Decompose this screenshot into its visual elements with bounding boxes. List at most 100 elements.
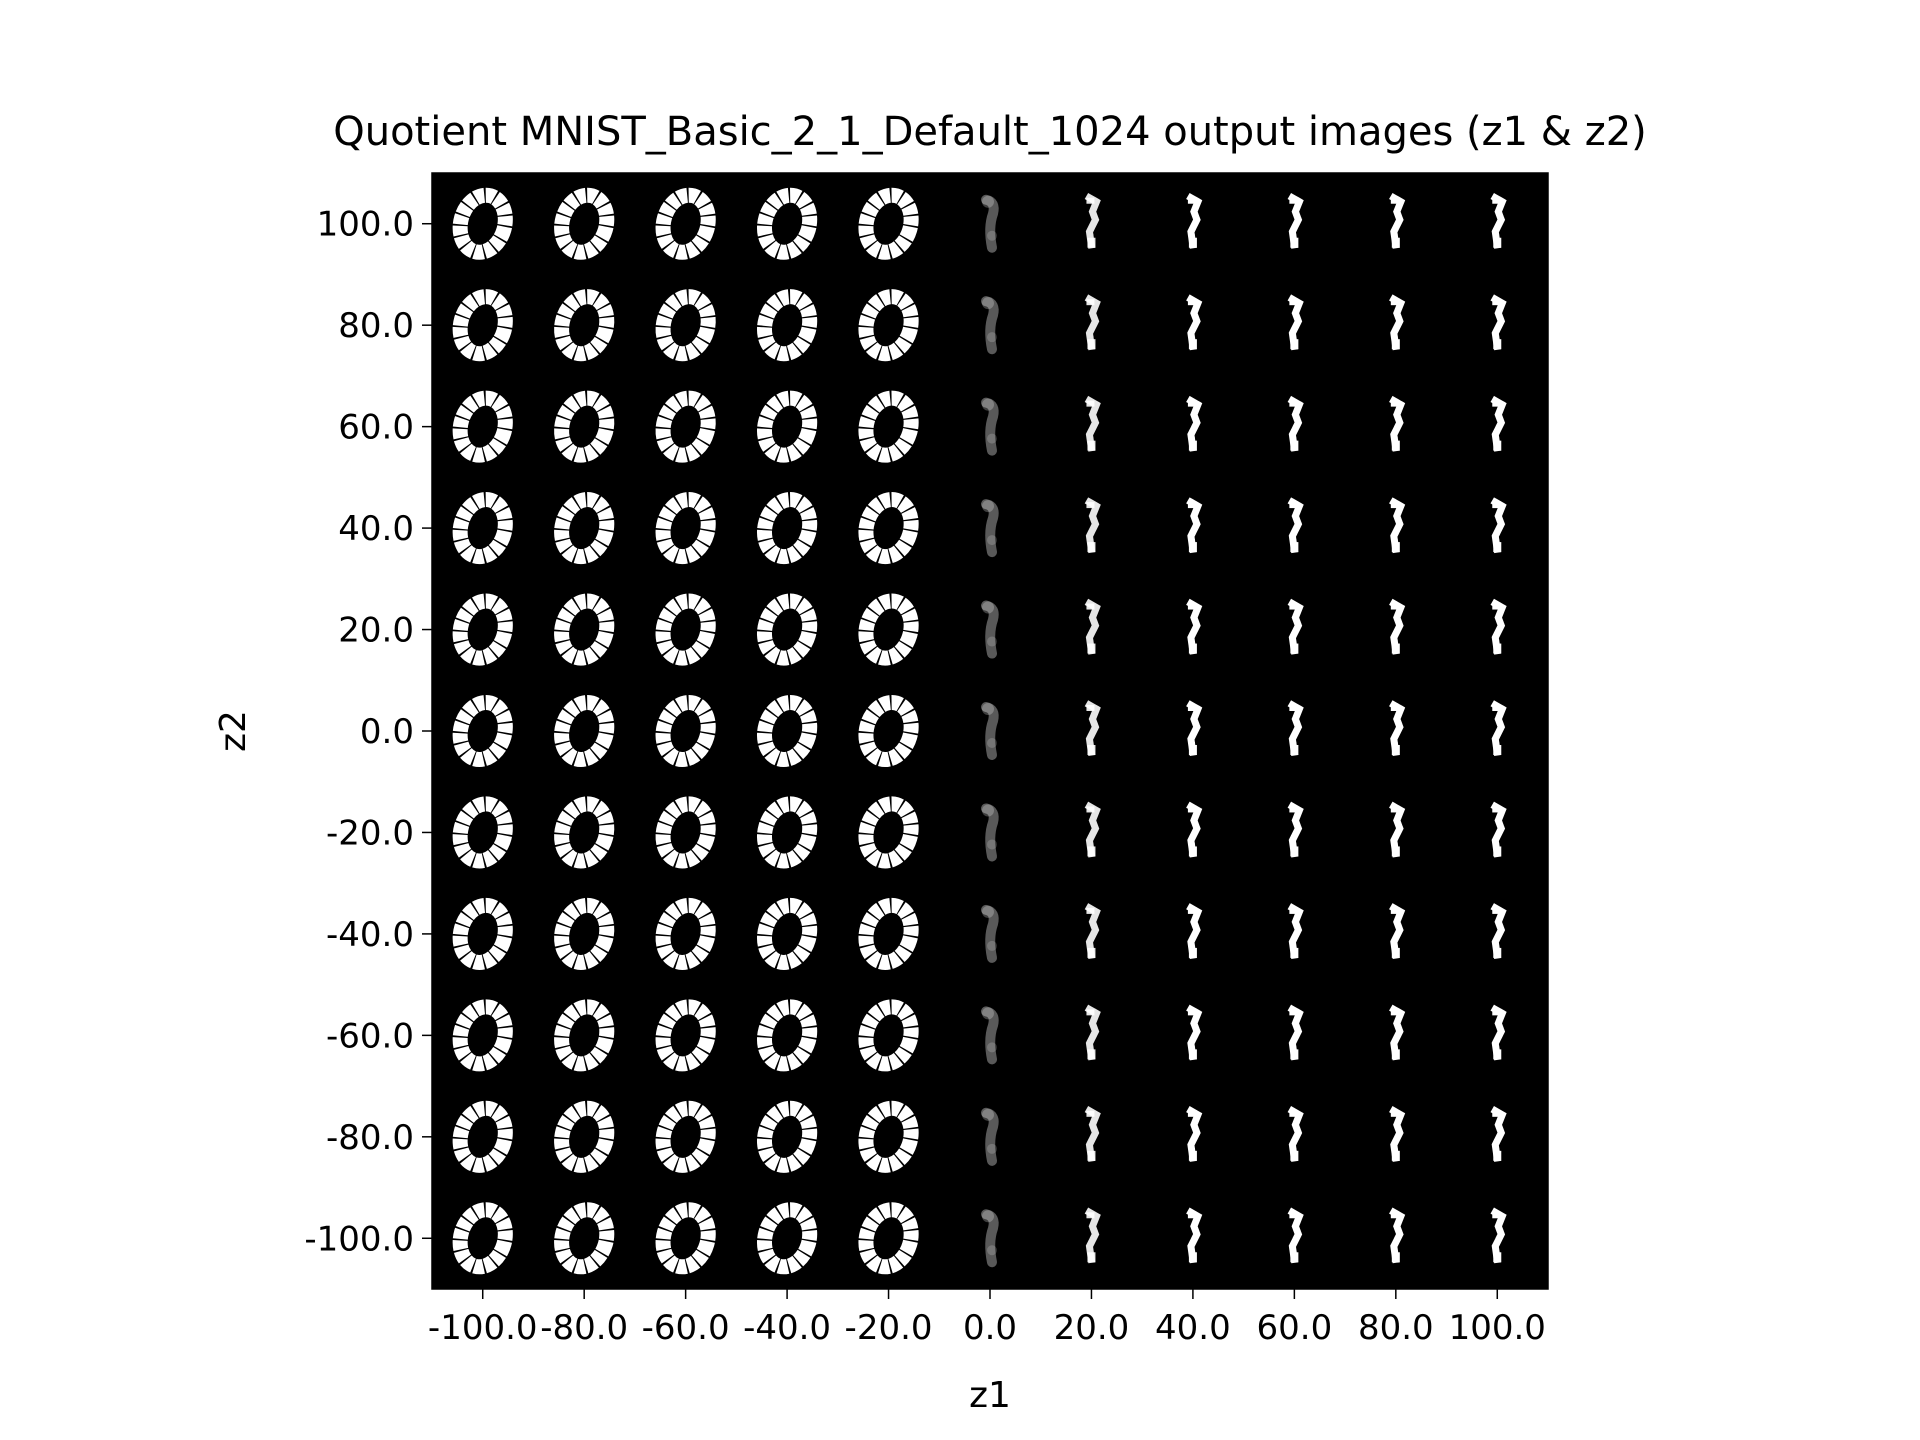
image-cell [1389,1207,1406,1265]
image-cell [756,999,818,1072]
image-cell [1084,1106,1101,1163]
image-cell [1186,801,1203,859]
image-grid [452,187,1507,1275]
y-axis-ticks: 100.0 80.0 60.0 40.0 20.0 0.0 -20.0 -40.0 -60.0 -… [304,205,432,1259]
image-cell [452,796,513,869]
image-cell [1186,294,1203,352]
image-cell [981,803,999,862]
image-cell [655,289,716,362]
x-tick-label: -100.0 [428,1308,538,1348]
image-cell [858,390,919,463]
y-tick-label: -20.0 [326,813,414,853]
image-cell [554,289,615,362]
image-cell [1186,598,1203,656]
image-cell [655,897,716,970]
image-cell [1287,1004,1304,1062]
image-cell [1186,497,1203,555]
image-cell [554,593,615,666]
image-cell [1490,700,1507,757]
x-tick-label: -40.0 [743,1308,831,1348]
image-cell [1287,294,1304,352]
image-cell [655,694,716,768]
image-cell [1186,700,1203,757]
x-axis-label: z1 [969,1375,1011,1416]
image-cell [981,1006,999,1065]
x-tick-label: -80.0 [540,1308,628,1348]
image-cell [1490,192,1507,250]
image-cell [981,499,999,558]
y-tick-label: 0.0 [360,712,414,752]
x-tick-label: -60.0 [642,1308,730,1348]
image-cell [655,390,716,463]
y-tick-label: 40.0 [338,509,414,549]
image-cell [655,492,716,565]
image-cell [1389,1106,1406,1163]
y-tick-label: 20.0 [338,611,414,651]
image-cell [1186,192,1203,250]
image-cell [1084,497,1101,555]
image-cell [1186,903,1203,960]
image-cell [1490,1207,1507,1265]
image-cell [1084,1004,1101,1062]
image-cell [1186,1106,1203,1163]
image-cell [1084,903,1101,960]
x-tick-label: 60.0 [1257,1308,1333,1348]
image-cell [981,1209,999,1268]
image-cell [981,194,999,253]
y-tick-label: 80.0 [338,306,414,346]
image-cell [1287,192,1304,250]
image-cell [756,289,818,362]
image-cell [1389,497,1406,555]
image-cell [1389,700,1406,757]
image-cell [655,1100,716,1173]
image-cell [1490,1106,1507,1163]
x-tick-label: 80.0 [1358,1308,1434,1348]
image-cell [554,999,615,1072]
x-axis-ticks: -100.0 -80.0 -60.0 -40.0 -20.0 0.0 20.0 40.0 60.… [428,1289,1546,1348]
image-cell [1287,700,1304,757]
image-cell [858,999,919,1072]
image-cell [1287,903,1304,960]
image-cell [1490,1004,1507,1062]
image-cell [554,1100,615,1173]
image-cell [858,187,919,260]
image-cell [452,289,513,362]
image-cell [858,289,919,362]
image-cell [1186,395,1203,453]
plot-area [432,173,1548,1289]
image-cell [981,702,999,760]
image-cell [554,492,615,565]
y-tick-label: -100.0 [304,1219,414,1259]
image-cell [655,593,716,666]
x-tick-label: 40.0 [1155,1308,1231,1348]
image-cell [858,694,919,768]
image-cell [1490,598,1507,656]
image-cell [756,593,818,666]
image-cell [981,600,999,659]
image-cell [756,796,818,869]
image-cell [756,187,818,260]
chart-title: Quotient MNIST_Basic_2_1_Default_1024 ou… [333,109,1647,155]
image-cell [1389,801,1406,859]
image-cell [1389,294,1406,352]
image-cell [1389,192,1406,250]
image-cell [756,1202,818,1275]
image-cell [452,593,513,666]
image-cell [554,897,615,970]
image-cell [1287,395,1304,453]
image-cell [1490,903,1507,960]
image-cell [1186,1207,1203,1265]
image-cell [554,796,615,869]
image-cell [858,796,919,869]
image-cell [858,1100,919,1173]
image-cell [1389,598,1406,656]
image-cell [981,296,999,355]
y-axis-label: z2 [213,710,254,752]
image-cell [554,694,615,768]
image-cell [756,1100,818,1173]
image-cell [1389,395,1406,453]
image-cell [981,397,999,456]
image-cell [452,694,513,768]
